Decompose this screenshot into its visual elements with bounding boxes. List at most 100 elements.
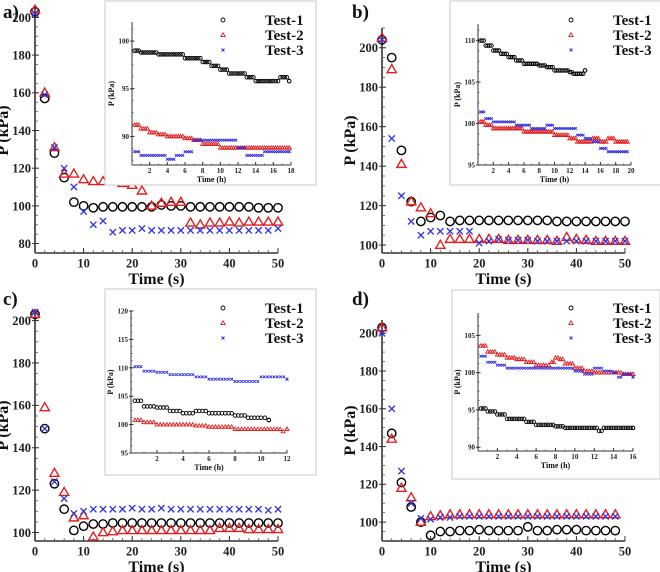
data-point [493, 215, 504, 226]
data-point [70, 509, 78, 518]
data-point [524, 236, 532, 244]
data-point [213, 63, 219, 69]
data-point [163, 153, 167, 158]
x-stroke [133, 364, 137, 369]
data-point [625, 425, 631, 431]
data-point [483, 354, 488, 358]
data-point [181, 153, 185, 158]
data-point [388, 405, 396, 413]
data-point [621, 237, 629, 245]
legend-marker [220, 31, 226, 37]
y-tick-label: 180 [359, 364, 378, 378]
data-point [98, 201, 108, 212]
x-stroke [155, 370, 159, 375]
data-point [519, 416, 524, 422]
data-point [205, 518, 215, 528]
data-point [262, 415, 268, 421]
legend-marker [569, 336, 573, 340]
data-point [194, 524, 207, 535]
y-tick-label: 160 [12, 399, 31, 413]
x-stroke [533, 512, 542, 521]
data-point [70, 183, 78, 191]
data-point [163, 421, 170, 427]
data-point [274, 505, 282, 513]
y-tick-label: 120 [12, 162, 31, 176]
x-tick-label: 50 [272, 257, 285, 271]
data-point [58, 167, 70, 178]
data-point [542, 525, 553, 536]
x-stroke [596, 140, 601, 144]
data-point [229, 410, 234, 416]
y-tick-label: 200 [359, 327, 378, 341]
x-tick-label: 4 [515, 453, 519, 461]
x-stroke [619, 375, 623, 379]
data-point [488, 122, 495, 128]
x-stroke [118, 226, 127, 234]
data-point [521, 416, 527, 422]
x-stroke [145, 369, 149, 373]
x-stroke [157, 504, 165, 512]
data-point [200, 59, 205, 65]
x-stroke [191, 372, 195, 377]
data-point [456, 227, 464, 235]
main-plot: 0 10 20 30 40 50 100 120 140 160 180 200 Time (s) P (… [342, 320, 631, 572]
x-axis-label: Time (h) [197, 175, 227, 184]
x-tick-label: 2 [492, 167, 496, 175]
data-point [173, 421, 180, 427]
x-stroke [79, 507, 88, 515]
data-point [542, 215, 553, 226]
data-point [550, 64, 555, 70]
data-point [203, 408, 208, 414]
data-point [134, 48, 139, 53]
x-stroke [167, 505, 175, 513]
data-point [31, 10, 39, 18]
data-point [589, 368, 595, 374]
x-tick-label: 4 [181, 455, 185, 463]
data-point [465, 227, 474, 235]
x-stroke [436, 513, 444, 521]
x-tick-label: 30 [175, 257, 188, 271]
data-point [502, 233, 515, 245]
x-tick-label: 10 [77, 257, 90, 271]
x-stroke [206, 226, 214, 234]
data-point [165, 52, 170, 57]
data-point [68, 525, 79, 536]
legend-label: Test-2 [265, 316, 304, 332]
x-stroke [254, 226, 263, 234]
data-point [631, 375, 635, 379]
y-axis-label: P (kPa) [107, 81, 116, 106]
inset-plot: 2 4 6 8 10 12 14 16 18 90 95 100 Time (h) P (kPa) Test… [104, 0, 317, 186]
y-tick-label: 140 [12, 441, 31, 455]
data-point [474, 215, 485, 226]
data-point [485, 409, 490, 414]
data-point [195, 55, 201, 61]
data-point [553, 512, 561, 521]
x-stroke [625, 150, 629, 154]
inset-plot: 2 4 6 8 10 12 14 16 90 95 100 105 Time (h) P (kPa) Tes… [451, 289, 660, 480]
data-point [516, 416, 522, 422]
data-point [235, 71, 241, 76]
legend-label: Test-3 [613, 331, 652, 347]
data-point [186, 421, 193, 427]
panel-label: b) [352, 2, 369, 23]
x-tick-label: 40 [223, 257, 236, 271]
x-stroke [527, 123, 532, 127]
y-tick-label: 120 [118, 307, 129, 315]
x-stroke [446, 227, 454, 235]
y-tick-label: 80 [19, 237, 32, 251]
data-point [549, 128, 556, 134]
data-point [453, 232, 466, 244]
data-point [613, 425, 619, 431]
data-point [582, 68, 588, 73]
data-point [212, 423, 219, 429]
data-point [561, 216, 572, 227]
data-point [611, 135, 617, 141]
data-point [213, 377, 218, 381]
data-point [581, 216, 592, 227]
x-stroke [589, 136, 593, 141]
data-point [480, 406, 486, 411]
data-point [444, 232, 456, 244]
data-point [533, 237, 542, 245]
data-point [39, 423, 50, 434]
data-point [478, 406, 484, 411]
